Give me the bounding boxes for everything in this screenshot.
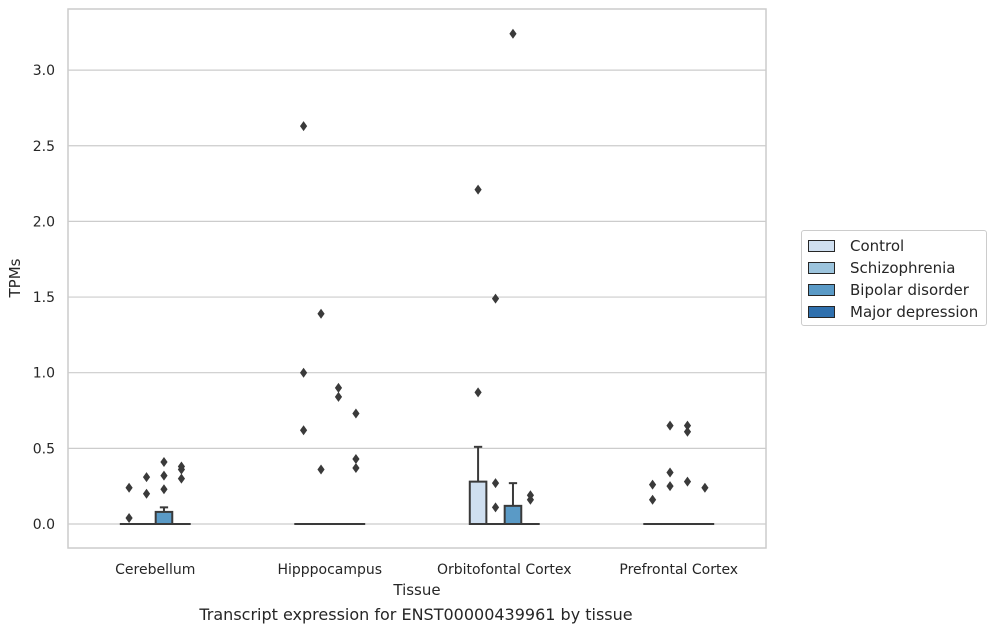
x-tick-labels: Cerebellum Hipppocampus Orbitofontal Corte…	[115, 562, 738, 578]
legend-label-major-depression: Major depression	[850, 303, 979, 321]
outlier-point	[648, 479, 657, 490]
y-tick-label: 3.0	[33, 63, 55, 79]
legend-label-control: Control	[850, 237, 905, 255]
outlier-point	[474, 184, 482, 195]
box-control-orbitofontal-cortex	[468, 445, 488, 525]
legend-swatch-bipolar-disorder	[808, 284, 835, 296]
box-body	[154, 510, 174, 525]
x-tick-label: Hipppocampus	[277, 562, 382, 578]
box-body	[503, 504, 523, 525]
x-tick-label: Cerebellum	[115, 562, 195, 578]
legend-item-schizophrenia: Schizophrenia	[808, 258, 955, 278]
outlier-point	[125, 482, 133, 493]
x-tick-label: Orbitofontal Cortex	[437, 562, 572, 578]
box-bipolar-disorder-orbitofontal-cortex	[503, 482, 523, 525]
outlier-point	[160, 484, 168, 495]
outlier-point	[177, 464, 186, 475]
outlier-point	[160, 470, 168, 481]
outlier-point	[491, 478, 500, 489]
figure-caption: Transcript expression for ENST0000043996…	[199, 605, 633, 624]
outlier-point	[317, 308, 325, 319]
legend-label-bipolar-disorder: Bipolar disorder	[850, 281, 969, 299]
legend-swatch-control	[808, 240, 835, 252]
outlier-point	[683, 426, 692, 437]
outlier-point	[334, 382, 343, 393]
outlier-point	[142, 488, 151, 499]
legend-swatch-schizophrenia	[808, 262, 835, 274]
outlier-point	[334, 391, 343, 402]
y-tick-label: 0.5	[33, 441, 55, 457]
boxes	[119, 445, 715, 526]
outlier-point	[666, 481, 674, 492]
outlier-point	[317, 464, 325, 475]
plot-area	[68, 9, 766, 548]
outlier-point	[648, 494, 657, 505]
outlier-point	[474, 387, 482, 398]
legend-item-major-depression: Major depression	[808, 302, 978, 322]
outlier-point	[683, 420, 692, 431]
y-tick-label: 2.0	[33, 214, 55, 230]
x-tick-label: Prefrontal Cortex	[619, 562, 738, 578]
y-tick-label: 0.0	[33, 517, 55, 533]
legend-item-bipolar-disorder: Bipolar disorder	[808, 280, 969, 300]
box-body	[468, 480, 488, 525]
outlier-point	[491, 502, 500, 513]
outlier-point	[701, 482, 709, 493]
legend-item-control: Control	[808, 236, 904, 256]
y-tick-labels: 0.0 0.5 1.0 1.5 2.0 2.5 3.0	[33, 63, 55, 533]
y-tick-label: 2.5	[33, 139, 55, 155]
outlier-point	[509, 28, 517, 39]
outlier-point	[666, 420, 674, 431]
box-bipolar-disorder-cerebellum	[154, 506, 174, 525]
outlier-point	[352, 408, 360, 419]
outlier-point	[526, 494, 535, 505]
outlier-point	[352, 463, 360, 474]
outlier-point	[683, 476, 692, 487]
legend: Control Schizophrenia Bipolar disorder M…	[801, 230, 987, 326]
outlier-point	[142, 472, 151, 483]
outlier-points	[125, 28, 709, 523]
outlier-point	[299, 121, 308, 132]
plot-frame	[67, 8, 767, 549]
outlier-point	[177, 473, 186, 484]
legend-swatch-major-depression	[808, 306, 835, 318]
y-axis-label: TPMs	[6, 258, 24, 298]
outlier-point	[299, 367, 308, 378]
x-axis-label: Tissue	[392, 581, 440, 599]
outlier-point	[299, 425, 308, 436]
y-tick-label: 1.5	[33, 290, 55, 306]
y-tick-label: 1.0	[33, 366, 55, 382]
outlier-point	[125, 512, 133, 523]
outlier-point	[160, 456, 168, 467]
outlier-point	[491, 293, 500, 304]
outlier-point	[352, 453, 360, 464]
outlier-point	[666, 467, 674, 478]
legend-label-schizophrenia: Schizophrenia	[850, 259, 956, 277]
